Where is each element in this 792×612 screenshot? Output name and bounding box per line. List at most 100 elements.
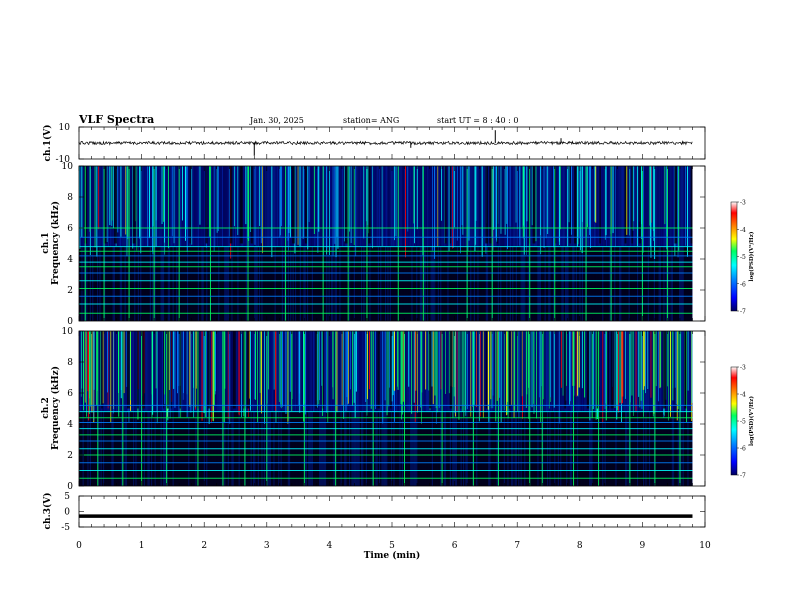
sferic-streak (595, 166, 597, 223)
sferic-streak (164, 331, 165, 395)
sferic-streak (635, 331, 637, 412)
colorbar-label: log(PSD)(V²/Hz) (748, 231, 755, 281)
sferic-streak (234, 166, 235, 227)
sferic-streak (214, 331, 216, 395)
sferic-streak (577, 331, 579, 397)
sferic-streak (86, 331, 87, 417)
sferic-streak (353, 331, 355, 403)
sferic-streak (204, 331, 206, 417)
sferic-streak (617, 331, 619, 411)
sferic-streak (151, 331, 153, 395)
sferic-streak (612, 166, 614, 234)
sferic-streak (641, 331, 643, 409)
sferic-streak (462, 166, 464, 235)
sferic-streak (453, 331, 455, 397)
sferic-streak (185, 166, 186, 241)
sferic-streak (139, 166, 140, 239)
sferic-streak (140, 166, 142, 254)
sferic-streak (81, 166, 83, 238)
ch2-spectrogram-panel: 0 2 4 6 8 10 (62, 327, 706, 492)
sferic-streak (336, 331, 338, 413)
sferic-streak (573, 331, 575, 386)
sferic-streak (319, 331, 320, 401)
sferic-streak (653, 166, 654, 241)
sferic-streak (645, 331, 646, 394)
sferic-streak (452, 166, 453, 249)
sferic-streak (536, 331, 537, 419)
sferic-streak (110, 331, 112, 423)
sferic-streak (434, 331, 436, 396)
sferic-streak (482, 331, 484, 418)
sferic-streak (291, 331, 293, 412)
x-tick-label: 6 (452, 541, 458, 551)
sferic-streak (685, 166, 687, 246)
sferic-streak (493, 166, 495, 230)
sferic-streak (420, 331, 422, 408)
sferic-streak (344, 166, 345, 242)
sferic-streak (533, 331, 534, 404)
sferic-streak (622, 331, 624, 397)
sferic-streak (528, 331, 529, 388)
sferic-streak (672, 331, 674, 401)
sferic-streak (649, 166, 651, 247)
sferic-streak (350, 166, 352, 243)
y-tick-label: 2 (67, 451, 73, 461)
sferic-streak (224, 331, 226, 389)
sferic-streak (631, 331, 633, 396)
sferic-streak (313, 166, 315, 234)
time-axis-label: Time (min) (364, 550, 421, 561)
sferic-streak (594, 166, 596, 222)
sferic-streak (636, 166, 638, 247)
sferic-streak (496, 331, 498, 401)
ch2-frequency-axis-label: Frequency (kHz) (50, 366, 61, 450)
sferic-streak (401, 331, 402, 420)
sferic-streak (605, 331, 607, 404)
sferic-streak (591, 331, 593, 418)
sferic-streak (643, 331, 645, 390)
sferic-streak (155, 331, 157, 389)
sferic-streak (437, 166, 439, 247)
sferic-streak (278, 331, 280, 402)
sferic-streak (298, 331, 300, 406)
x-tick-label: 8 (577, 541, 583, 551)
sferic-streak (255, 331, 256, 400)
sferic-streak (259, 331, 261, 393)
sferic-streak (268, 331, 269, 390)
sferic-streak (273, 331, 275, 390)
sferic-streak (112, 331, 114, 414)
station-label: station= ANG (343, 116, 399, 125)
sferic-streak (216, 166, 218, 233)
sferic-streak (678, 166, 680, 251)
sferic-streak (408, 331, 410, 387)
sferic-streak (625, 331, 626, 399)
colorbar-tick-label: -3 (740, 365, 746, 372)
sferic-streak (397, 331, 399, 390)
sferic-streak (260, 166, 262, 244)
sferic-streak (152, 331, 154, 415)
sferic-streak (194, 331, 196, 408)
sferic-streak (570, 331, 571, 402)
sferic-streak (164, 166, 166, 255)
sferic-streak (229, 331, 231, 424)
sferic-streak (227, 331, 229, 420)
sferic-streak (271, 166, 273, 258)
sferic-streak (90, 331, 92, 407)
sferic-streak (432, 166, 433, 251)
sferic-streak (123, 331, 125, 394)
sferic-streak (260, 331, 262, 406)
sferic-streak (492, 166, 494, 252)
sferic-streak (428, 331, 430, 391)
sferic-streak (474, 166, 476, 251)
sferic-streak (652, 331, 654, 417)
sferic-streak (516, 166, 518, 230)
sferic-streak (465, 331, 467, 416)
sferic-streak (553, 331, 555, 408)
sferic-streak (372, 166, 373, 249)
sferic-streak (89, 166, 91, 232)
sferic-streak (336, 166, 338, 238)
sferic-streak (498, 331, 500, 398)
sferic-streak (500, 331, 502, 423)
sferic-streak (248, 166, 250, 241)
sferic-streak (217, 166, 219, 232)
sferic-streak (332, 166, 334, 256)
